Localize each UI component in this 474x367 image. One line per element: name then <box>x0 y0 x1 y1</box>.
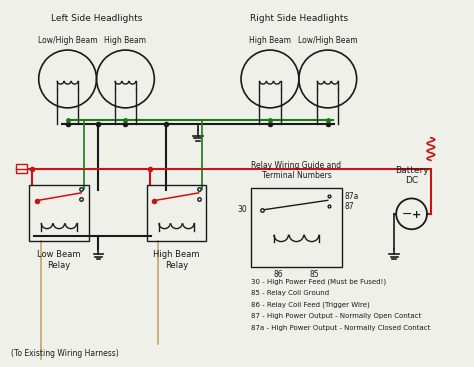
Text: Left Side Headlights: Left Side Headlights <box>51 14 142 23</box>
Text: 85 - Relay Coil Ground: 85 - Relay Coil Ground <box>251 290 329 296</box>
Text: +: + <box>412 210 421 220</box>
Text: −: − <box>401 208 412 221</box>
Text: 30: 30 <box>237 206 247 214</box>
Text: High Beam: High Beam <box>249 36 291 45</box>
Text: 86: 86 <box>273 270 283 279</box>
Text: High Beam: High Beam <box>104 36 146 45</box>
Text: 87 - High Power Output - Normally Open Contact: 87 - High Power Output - Normally Open C… <box>251 313 421 319</box>
Text: 87a - High Power Output - Normally Closed Contact: 87a - High Power Output - Normally Close… <box>251 325 430 331</box>
Bar <box>146 185 206 241</box>
Text: Low/High Beam: Low/High Beam <box>298 36 357 45</box>
Text: Right Side Headlights: Right Side Headlights <box>250 14 348 23</box>
Text: 86 - Relay Coil Feed (Trigger Wire): 86 - Relay Coil Feed (Trigger Wire) <box>251 302 369 308</box>
Text: (To Existing Wiring Harness): (To Existing Wiring Harness) <box>11 349 118 358</box>
Text: Battery
DC: Battery DC <box>395 166 428 185</box>
Text: High Beam
Relay: High Beam Relay <box>153 250 200 270</box>
Text: Low Beam
Relay: Low Beam Relay <box>37 250 81 270</box>
Text: Relay Wiring Guide and
Terminal Numbers: Relay Wiring Guide and Terminal Numbers <box>251 161 341 180</box>
Bar <box>251 188 342 267</box>
Text: 87a: 87a <box>344 192 358 201</box>
Text: 30 - High Power Feed (Must be Fused!): 30 - High Power Feed (Must be Fused!) <box>251 279 386 285</box>
Text: 85: 85 <box>310 270 319 279</box>
Text: Low/High Beam: Low/High Beam <box>38 36 98 45</box>
Text: 87: 87 <box>344 201 354 211</box>
Bar <box>16 164 27 173</box>
Bar <box>29 185 89 241</box>
